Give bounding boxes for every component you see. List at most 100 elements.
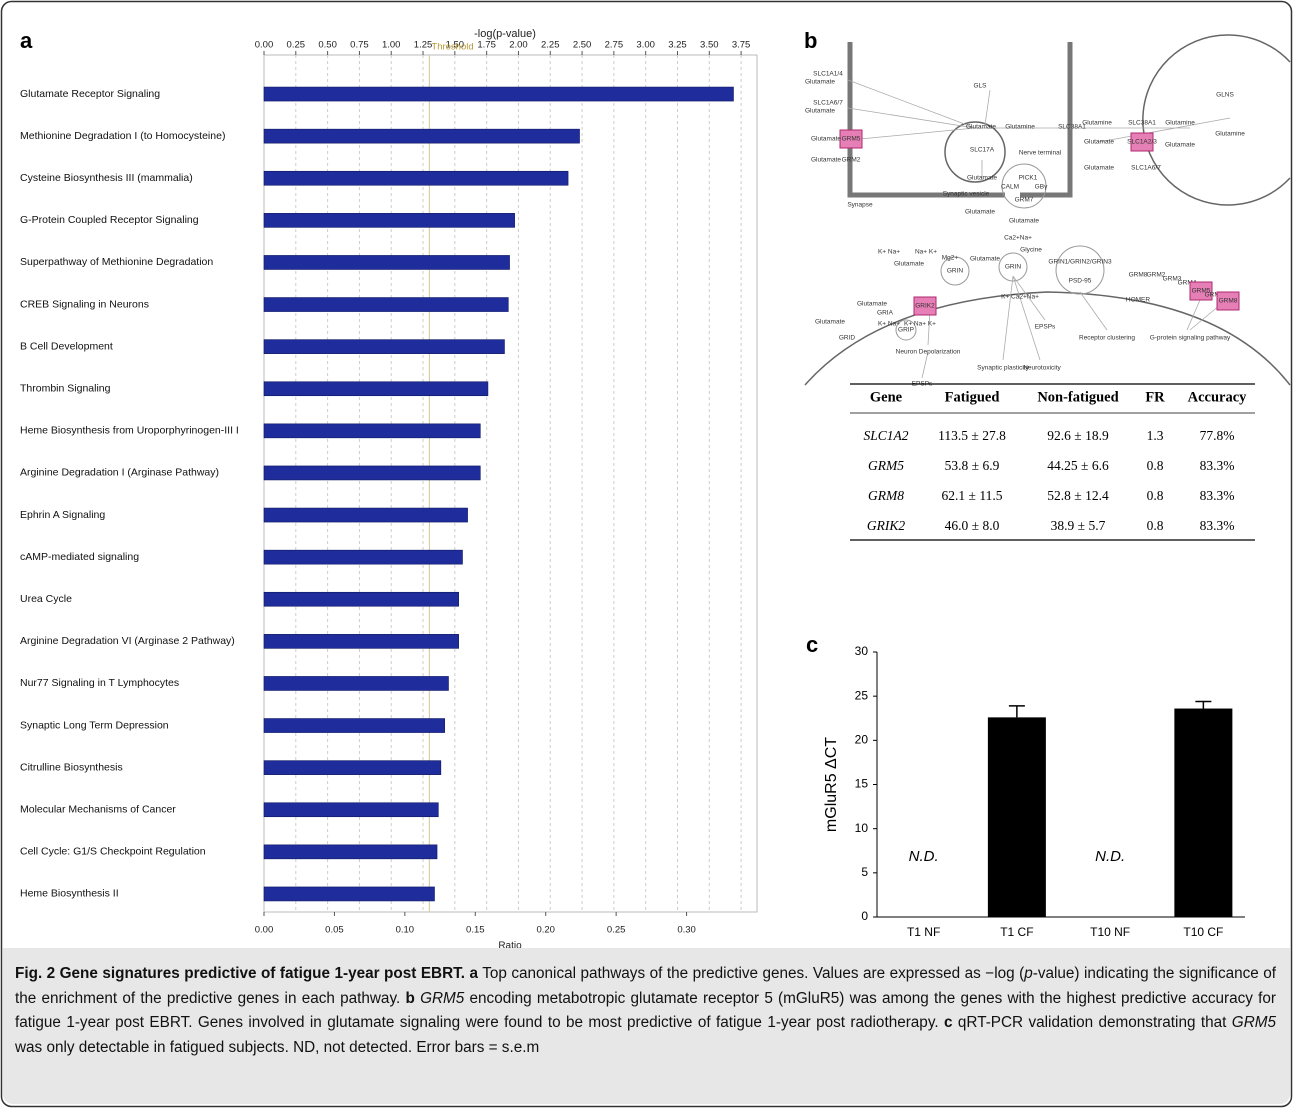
pathway-diagram	[805, 35, 1290, 385]
diagram-label: GRIN	[947, 268, 964, 275]
x-tick-label: 1.25	[414, 40, 433, 51]
diagram-label: SLC1A1/4	[813, 71, 843, 78]
x2-tick-label: 0.05	[325, 925, 344, 936]
bar	[264, 761, 441, 775]
y-tick-label: Superpathway of Methionine Degradation	[20, 256, 213, 268]
panel-label: c	[806, 632, 818, 657]
caption-title: Fig. 2 Gene signatures predictive of fat…	[15, 965, 465, 982]
x-tick-label: T1 CF	[1000, 925, 1033, 939]
diagram-label: SLC38A1	[1128, 120, 1156, 127]
x-tick-label: 2.00	[509, 40, 528, 51]
x2-tick-label: 0.10	[396, 925, 415, 936]
table-header: Fatigued	[945, 389, 1000, 405]
caption-panel: a	[470, 965, 479, 982]
x-axis-title: -log(p-value)	[474, 28, 536, 40]
y-tick-label: 0	[861, 909, 868, 923]
diagram-label: GRM2	[842, 157, 861, 164]
diagram-labels: SLC1A1/4GlutamateSLC1A6/7GlutamateGRM5Gl…	[805, 71, 1245, 388]
x-tick-label: 3.50	[700, 40, 719, 51]
y-tick-label: Nur77 Signaling in T Lymphocytes	[20, 677, 179, 689]
table-cell: 83.3%	[1200, 488, 1235, 503]
bar	[264, 424, 480, 438]
table-cell: 1.3	[1147, 428, 1164, 443]
diagram-label: Glutamate	[811, 157, 841, 164]
x-tick-label: 0.50	[318, 40, 337, 51]
y-tick-label: 5	[861, 865, 868, 879]
bar	[1174, 709, 1232, 917]
diagram-label: GRM8	[1219, 298, 1238, 305]
caption-text: qRT-PCR validation demonstrating that	[958, 1014, 1226, 1031]
diagram-label: Glutamate	[857, 301, 887, 308]
diagram-label: GRID	[839, 335, 856, 342]
x2-tick-label: 0.20	[536, 925, 555, 936]
panel-label: a	[20, 28, 33, 53]
diagram-label: Glutamine	[1215, 131, 1245, 138]
bar	[264, 845, 437, 859]
diagram-label: Glycine	[1020, 247, 1042, 254]
diagram-label: Glutamate	[966, 124, 996, 131]
bar	[988, 717, 1046, 917]
diagram-label: SLC1A6/7	[1131, 165, 1161, 172]
diagram-label: K+ Ca2+Na+	[1001, 294, 1039, 301]
diagram-label: K+ Na+ K+	[904, 321, 936, 328]
x-tick-label: T1 NF	[907, 925, 940, 939]
x2-tick-label: 0.15	[466, 925, 485, 936]
caption: Fig. 2 Gene signatures predictive of fat…	[3, 948, 1290, 1104]
bar	[264, 340, 504, 354]
x-tick-label: 2.75	[605, 40, 624, 51]
diagram-label: GRIA	[877, 310, 894, 317]
diagram-label: GRM8	[1129, 272, 1148, 279]
y-tick-label: 15	[855, 777, 869, 791]
figure: a b c SLC1A1/4 Glutamate SLC1A6/7 Glutamate…	[0, 0, 1293, 1109]
table-header: Accuracy	[1188, 389, 1248, 405]
diagram-label: K+ Na+	[878, 321, 900, 328]
bar	[264, 634, 459, 648]
table-cell: 83.3%	[1200, 458, 1235, 473]
bar	[264, 887, 434, 901]
bar	[264, 592, 459, 606]
table-cell: 53.8 ± 6.9	[945, 458, 1000, 473]
y-tick-label: B Cell Development	[20, 340, 113, 352]
x2-tick-label: 0.25	[607, 925, 626, 936]
table-cell: 83.3%	[1200, 518, 1235, 533]
y-tick-label: Arginine Degradation VI (Arginase 2 Path…	[20, 635, 235, 647]
diagram-label: Neurotoxicity	[1023, 365, 1061, 372]
diagram-label: SLC1A6/7	[813, 100, 843, 107]
table-cell: GRM8	[868, 488, 904, 503]
x-tick-label: 0.75	[350, 40, 369, 51]
caption-panel: c	[944, 1014, 953, 1031]
y-tick-label: Cysteine Biosynthesis III (mammalia)	[20, 172, 193, 184]
diagram-label: GRIN1/GRIN2/GRIN3	[1048, 259, 1112, 266]
bar	[264, 550, 462, 564]
table-cell: 0.8	[1147, 518, 1164, 533]
x-tick-label: 1.75	[477, 40, 496, 51]
bar	[264, 382, 488, 396]
table-header: Gene	[870, 389, 903, 405]
table-cell: 62.1 ± 11.5	[942, 488, 1003, 503]
bar	[264, 213, 515, 227]
y-tick-label: Ephrin A Signaling	[20, 509, 105, 521]
table-cell: 77.8%	[1200, 428, 1235, 443]
table-cell: SLC1A2	[863, 428, 908, 443]
y-tick-label: Molecular Mechanisms of Cancer	[20, 804, 176, 816]
diagram-label: Glutamate	[967, 175, 997, 182]
synapse-wall	[850, 42, 1070, 195]
y-tick-label: cAMP-mediated signaling	[20, 551, 139, 563]
caption-text: GRM5	[1232, 1014, 1276, 1031]
y-tick-label: Thrombin Signaling	[20, 383, 111, 395]
diagram-label: Mg2+	[942, 255, 959, 262]
y-tick-label: Heme Biosynthesis from Uroporphyrinogen-…	[20, 425, 239, 437]
table-cell: 113.5 ± 27.8	[938, 428, 1006, 443]
panel-label: b	[804, 28, 817, 53]
error-bar	[1009, 706, 1025, 717]
diagram-label: Ca2+Na+	[1004, 235, 1032, 242]
diagram-label: Glutamate	[1084, 139, 1114, 146]
diagram-label: G-protein signaling pathway	[1150, 335, 1231, 342]
threshold-label: Threshold	[431, 42, 473, 53]
diagram-label: Synaptic plasticity	[977, 365, 1029, 372]
y-tick-label: Heme Biosynthesis II	[20, 888, 119, 900]
x-tick-label: 3.00	[636, 40, 655, 51]
diagram-label: GLNS	[1216, 92, 1234, 99]
caption-text: was only detectable in fatigued subjects…	[15, 1039, 539, 1056]
diagram-label: HOMER	[1126, 297, 1151, 304]
